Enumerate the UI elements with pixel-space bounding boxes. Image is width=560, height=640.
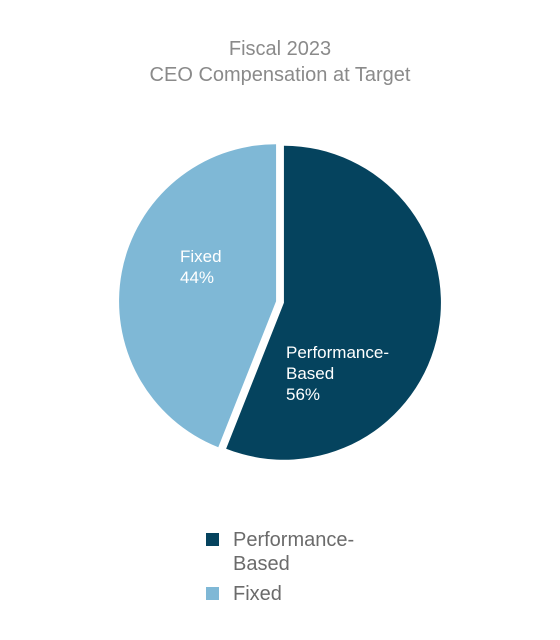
legend-swatch-fixed (206, 587, 219, 600)
legend-item-performance-based: Performance- Based (206, 528, 426, 576)
chart-legend: Performance- Based Fixed (206, 528, 426, 612)
chart-title-line-2: CEO Compensation at Target (149, 64, 411, 86)
chart-title: Fiscal 2023 CEO Compensation at Target (0, 36, 560, 88)
legend-swatch-performance-based (206, 533, 219, 546)
legend-label-fixed: Fixed (233, 583, 282, 605)
slice-label-performance-based: Performance- Based 56% (286, 343, 394, 404)
legend-label-performance-based: Performance- Based (233, 529, 355, 575)
pie-slice-performance-based (226, 145, 441, 460)
chart-title-line-1: Fiscal 2023 (228, 38, 332, 60)
pie-slice-fixed (119, 144, 277, 448)
slice-label-fixed: Fixed 44% (180, 247, 226, 287)
legend-item-fixed: Fixed (206, 582, 426, 606)
